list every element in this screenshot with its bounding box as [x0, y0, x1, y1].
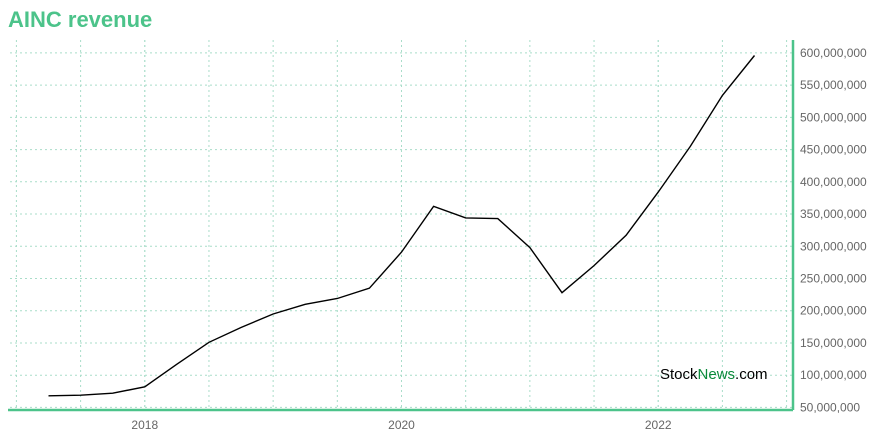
x-tick-label: 2022: [645, 418, 672, 432]
y-tick-label: 350,000,000: [800, 207, 867, 221]
y-tick-label: 250,000,000: [800, 272, 867, 286]
x-tick-label: 2018: [131, 418, 158, 432]
watermark-stock: Stock: [660, 366, 698, 383]
y-tick-label: 400,000,000: [800, 175, 867, 189]
y-tick-label: 100,000,000: [800, 368, 867, 382]
y-tick-label: 300,000,000: [800, 239, 867, 253]
x-axis-labels: 2018 2020 2022: [131, 418, 671, 432]
y-tick-label: 500,000,000: [800, 110, 867, 124]
grid-lines: [10, 40, 793, 410]
y-tick-label: 450,000,000: [800, 143, 867, 157]
y-tick-label: 200,000,000: [800, 304, 867, 318]
stocknews-watermark: StockNews.com: [660, 366, 768, 383]
watermark-news: News: [698, 366, 736, 383]
watermark-com: .com: [735, 366, 768, 383]
y-tick-label: 600,000,000: [800, 46, 867, 60]
y-tick-label: 50,000,000: [800, 400, 860, 414]
x-tick-label: 2020: [388, 418, 415, 432]
revenue-line: [48, 55, 756, 397]
chart-title: AINC revenue: [8, 7, 153, 32]
y-axis-labels: 50,000,000 100,000,000 150,000,000 200,000,…: [800, 46, 867, 415]
y-tick-label: 550,000,000: [800, 78, 867, 92]
y-tick-label: 150,000,000: [800, 336, 867, 350]
